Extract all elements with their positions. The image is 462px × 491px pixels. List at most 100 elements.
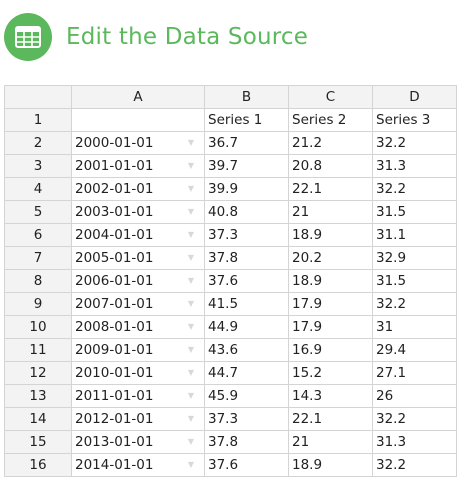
cell-b[interactable]: 37.6 [204, 453, 289, 477]
cell-b[interactable]: 41.5 [204, 292, 289, 316]
dropdown-arrow-icon[interactable]: ▼ [187, 345, 194, 354]
column-header-d[interactable]: D [372, 85, 457, 109]
column-header-b[interactable]: B [204, 85, 289, 109]
cell-a[interactable]: 2000-01-01 ▼ [71, 131, 205, 155]
cell-c[interactable]: 22.1 [288, 177, 373, 201]
cell-d[interactable]: 32.9 [372, 246, 457, 270]
cell-d[interactable]: 29.4 [372, 338, 457, 362]
cell-d[interactable]: 31.1 [372, 223, 457, 247]
dropdown-arrow-icon[interactable]: ▼ [187, 391, 194, 400]
cell-d[interactable]: 31.3 [372, 154, 457, 178]
cell-c[interactable]: 14.3 [288, 384, 373, 408]
row-number[interactable]: 8 [4, 269, 72, 293]
row-number[interactable]: 14 [4, 407, 72, 431]
cell-c[interactable]: 21.2 [288, 131, 373, 155]
row-number[interactable]: 6 [4, 223, 72, 247]
cell-a[interactable]: 2005-01-01 ▼ [71, 246, 205, 270]
cell-d[interactable]: 32.2 [372, 292, 457, 316]
cell-c[interactable]: 21 [288, 200, 373, 224]
cell-a[interactable]: 2004-01-01 ▼ [71, 223, 205, 247]
cell-a[interactable]: 2013-01-01 ▼ [71, 430, 205, 454]
cell-b[interactable]: 37.3 [204, 223, 289, 247]
dropdown-arrow-icon[interactable]: ▼ [187, 184, 194, 193]
column-header-c[interactable]: C [288, 85, 373, 109]
cell-b[interactable]: 40.8 [204, 200, 289, 224]
cell-c[interactable]: 18.9 [288, 269, 373, 293]
cell-d[interactable]: 32.2 [372, 131, 457, 155]
dropdown-arrow-icon[interactable]: ▼ [187, 368, 194, 377]
column-header-a[interactable]: A [71, 85, 205, 109]
cell-b[interactable]: 44.7 [204, 361, 289, 385]
cell-a[interactable]: 2007-01-01 ▼ [71, 292, 205, 316]
dropdown-arrow-icon[interactable]: ▼ [187, 322, 194, 331]
cell-d[interactable]: 27.1 [372, 361, 457, 385]
dropdown-arrow-icon[interactable]: ▼ [187, 138, 194, 147]
cell-c[interactable]: 20.8 [288, 154, 373, 178]
cell-a[interactable]: 2010-01-01 ▼ [71, 361, 205, 385]
row-number[interactable]: 9 [4, 292, 72, 316]
cell-a[interactable]: 2001-01-01 ▼ [71, 154, 205, 178]
cell-d[interactable]: 32.2 [372, 453, 457, 477]
cell-b[interactable]: 37.6 [204, 269, 289, 293]
dropdown-arrow-icon[interactable]: ▼ [187, 437, 194, 446]
dropdown-arrow-icon[interactable]: ▼ [187, 276, 194, 285]
cell-a[interactable]: 2011-01-01 ▼ [71, 384, 205, 408]
cell-b[interactable]: 37.8 [204, 430, 289, 454]
row-number[interactable]: 7 [4, 246, 72, 270]
cell-b[interactable]: 36.7 [204, 131, 289, 155]
cell-d[interactable]: Series 3 [372, 108, 457, 132]
cell-a[interactable]: 2012-01-01 ▼ [71, 407, 205, 431]
cell-c[interactable]: 17.9 [288, 315, 373, 339]
row-number[interactable]: 15 [4, 430, 72, 454]
cell-b[interactable]: 43.6 [204, 338, 289, 362]
cell-a[interactable]: 2009-01-01 ▼ [71, 338, 205, 362]
cell-c[interactable]: 22.1 [288, 407, 373, 431]
cell-c[interactable]: 15.2 [288, 361, 373, 385]
grid-corner[interactable] [4, 85, 72, 109]
row-number[interactable]: 1 [4, 108, 72, 132]
dropdown-arrow-icon[interactable]: ▼ [187, 299, 194, 308]
row-number[interactable]: 11 [4, 338, 72, 362]
cell-d[interactable]: 32.2 [372, 407, 457, 431]
cell-b[interactable]: 45.9 [204, 384, 289, 408]
cell-d[interactable]: 26 [372, 384, 457, 408]
dropdown-arrow-icon[interactable]: ▼ [187, 230, 194, 239]
cell-c[interactable]: 18.9 [288, 223, 373, 247]
row-number[interactable]: 4 [4, 177, 72, 201]
row-number[interactable]: 10 [4, 315, 72, 339]
cell-a[interactable]: 2006-01-01 ▼ [71, 269, 205, 293]
cell-d[interactable]: 31.5 [372, 200, 457, 224]
cell-c[interactable]: 17.9 [288, 292, 373, 316]
cell-b[interactable]: Series 1 [204, 108, 289, 132]
cell-c[interactable]: Series 2 [288, 108, 373, 132]
cell-b[interactable]: 44.9 [204, 315, 289, 339]
cell-c[interactable]: 18.9 [288, 453, 373, 477]
row-number[interactable]: 3 [4, 154, 72, 178]
cell-b[interactable]: 39.9 [204, 177, 289, 201]
cell-a[interactable]: 2003-01-01 ▼ [71, 200, 205, 224]
cell-d[interactable]: 31 [372, 315, 457, 339]
dropdown-arrow-icon[interactable]: ▼ [187, 161, 194, 170]
row-number[interactable]: 16 [4, 453, 72, 477]
dropdown-arrow-icon[interactable]: ▼ [187, 414, 194, 423]
cell-a[interactable]: 2014-01-01 ▼ [71, 453, 205, 477]
row-number[interactable]: 12 [4, 361, 72, 385]
cell-c[interactable]: 21 [288, 430, 373, 454]
cell-b[interactable]: 37.3 [204, 407, 289, 431]
row-number[interactable]: 13 [4, 384, 72, 408]
cell-c[interactable]: 20.2 [288, 246, 373, 270]
row-number[interactable]: 2 [4, 131, 72, 155]
cell-c[interactable]: 16.9 [288, 338, 373, 362]
cell-b[interactable]: 37.8 [204, 246, 289, 270]
dropdown-arrow-icon[interactable]: ▼ [187, 207, 194, 216]
cell-d[interactable]: 31.3 [372, 430, 457, 454]
row-number[interactable]: 5 [4, 200, 72, 224]
dropdown-arrow-icon[interactable]: ▼ [187, 460, 194, 469]
cell-d[interactable]: 31.5 [372, 269, 457, 293]
cell-a[interactable]: 2002-01-01 ▼ [71, 177, 205, 201]
cell-a[interactable]: 2008-01-01 ▼ [71, 315, 205, 339]
cell-a[interactable] [71, 108, 205, 132]
cell-d[interactable]: 32.2 [372, 177, 457, 201]
dropdown-arrow-icon[interactable]: ▼ [187, 253, 194, 262]
cell-b[interactable]: 39.7 [204, 154, 289, 178]
